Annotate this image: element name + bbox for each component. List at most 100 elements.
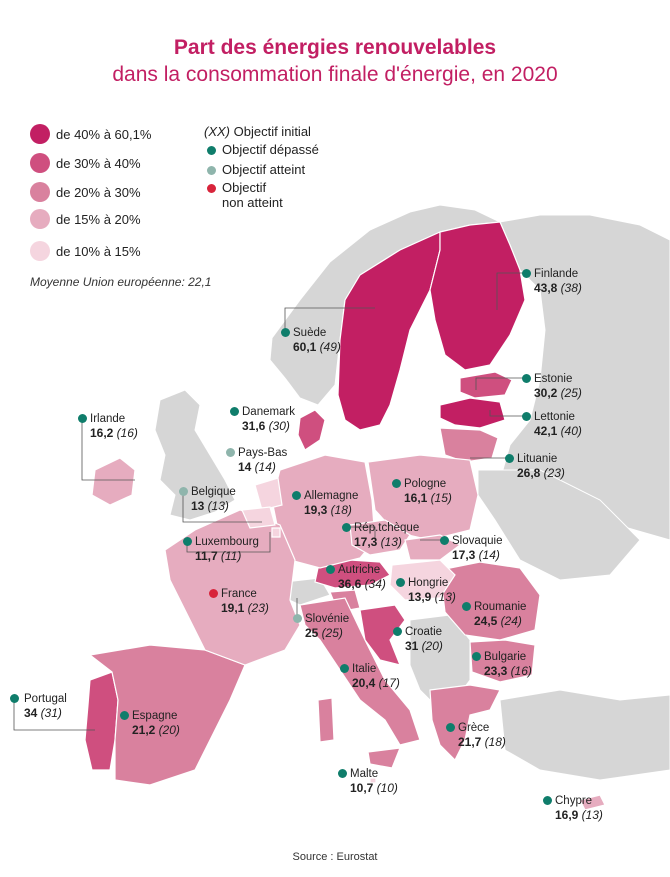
portugal-name: Portugal [24,693,67,705]
portugal-objective-marker [10,694,19,703]
grece-value: 21,7 [458,735,482,749]
legend-swatch-10-15 [30,241,50,261]
luxembourg-name: Luxembourg [195,536,259,548]
suede-objective: (49) [319,340,341,354]
poland-shape [367,454,479,541]
rep-tcheque-objective-marker [342,523,351,532]
slovaquie-objective-marker [440,536,449,545]
sardinia-shape [317,697,335,743]
slovenie-objective: (25) [321,626,343,640]
legend-swatch-20-30 [30,182,50,202]
croatie-name: Croatie [405,626,443,638]
map-subtitle: dans la consommation finale d'énergie, e… [112,63,558,86]
malte-name: Malte [350,768,379,780]
map-title: Part des énergies renouvelables [173,36,497,59]
espagne-objective-marker [120,711,129,720]
estonie-name: Estonie [534,373,573,385]
italy-shape [299,597,421,746]
estonie-value: 30,2 [534,386,558,400]
hongrie-value: 13,9 [408,590,432,604]
legend-label-15-20: de 15% à 20% [56,212,141,227]
pays-bas-objective-marker [226,448,235,457]
pays-bas-value: 14 [238,460,252,474]
belgique-objective-marker [179,487,188,496]
suede-objective-marker [281,328,290,337]
malte-objective-marker [338,769,347,778]
italie-objective: (17) [378,676,400,690]
autriche-objective: (34) [364,577,386,591]
hongrie-objective: (13) [434,590,456,604]
france-name: France [221,588,257,600]
slovaquie-name: Slovaquie [452,535,503,547]
chypre-objective: (13) [581,808,603,822]
finlande-objective: (38) [560,281,582,295]
estonie-objective-marker [522,374,531,383]
rep-tcheque-name: Rép.tchèque [354,522,420,534]
bulgarie-label: Bulgarie 23,3 (16) [484,650,532,679]
malta-shape [369,777,377,784]
bulgaria-shape [469,639,536,683]
uk-shape [154,389,236,521]
malte-label: Malte 10,7 (10) [350,767,398,796]
lituanie-objective: (23) [543,466,565,480]
roumanie-label: Roumanie 24,5 (24) [474,600,526,629]
grece-objective: (18) [484,735,506,749]
croatia-shape [359,604,406,666]
pologne-objective-marker [392,479,401,488]
lituanie-value: 26,8 [517,466,541,480]
legend-missed-marker [207,184,216,193]
estonie-label: Estonie 30,2 (25) [534,372,582,401]
grece-label: Grèce 21,7 (18) [458,721,506,750]
portugal-shape [84,671,119,771]
source-note: Source : Eurostat [292,851,378,863]
bulgarie-value: 23,3 [484,664,508,678]
chypre-value: 16,9 [555,808,579,822]
legend-missed-label: Objectif non atteint [222,180,283,210]
sicily-shape [367,747,401,769]
france-value: 19,1 [221,601,245,615]
roumanie-value: 24,5 [474,614,498,628]
allemagne-objective: (18) [330,503,352,517]
rep-tcheque-label: Rép.tchèque 17,3 (13) [354,521,419,550]
pays-bas-name: Pays-Bas [238,447,288,459]
finlande-label: Finlande 43,8 (38) [534,267,582,296]
lettonie-label: Lettonie 42,1 (40) [534,410,582,439]
eu-average: Moyenne Union européenne: 22,1 [30,275,212,289]
hongrie-label: Hongrie 13,9 (13) [408,576,456,605]
ukraine-belarus-shape [477,469,641,581]
lettonie-name: Lettonie [534,411,575,423]
croatie-objective-marker [393,627,402,636]
suede-value: 60,1 [293,340,317,354]
bulgarie-name: Bulgarie [484,651,527,663]
lituanie-objective-marker [505,454,514,463]
bulgarie-objective: (16) [510,664,532,678]
malte-objective: (10) [376,781,398,795]
espagne-label: Espagne 21,2 (20) [132,709,180,738]
slovaquie-objective: (14) [478,548,500,562]
hongrie-name: Hongrie [408,577,449,589]
danemark-objective: (30) [268,419,290,433]
espagne-objective: (20) [158,723,180,737]
legend-exceeded-label: Objectif dépassé [222,142,319,157]
allemagne-name: Allemagne [304,490,359,502]
roumanie-objective-marker [462,602,471,611]
portugal-value: 34 [24,706,38,720]
croatie-objective: (20) [421,639,443,653]
legend-reached-label: Objectif atteint [222,162,306,177]
belgique-label: Belgique 13 (13) [191,485,236,514]
irlande-name: Irlande [90,413,126,425]
autriche-objective-marker [326,565,335,574]
legend-label-40-60: de 40% à 60,1% [56,127,152,142]
chypre-name: Chypre [555,795,593,807]
irlande-label: Irlande 16,2 (16) [90,412,138,441]
france-shape [164,509,301,666]
portugal-label: Portugal 34 (31) [24,692,67,721]
belgique-objective: (13) [207,499,229,513]
france-objective-marker [209,589,218,598]
legend-reached-marker [207,166,216,175]
lithuania-shape [439,427,499,463]
pologne-objective: (15) [430,491,452,505]
rep-tcheque-value: 17,3 [354,535,378,549]
france-label: France 19,1 (23) [221,587,269,616]
